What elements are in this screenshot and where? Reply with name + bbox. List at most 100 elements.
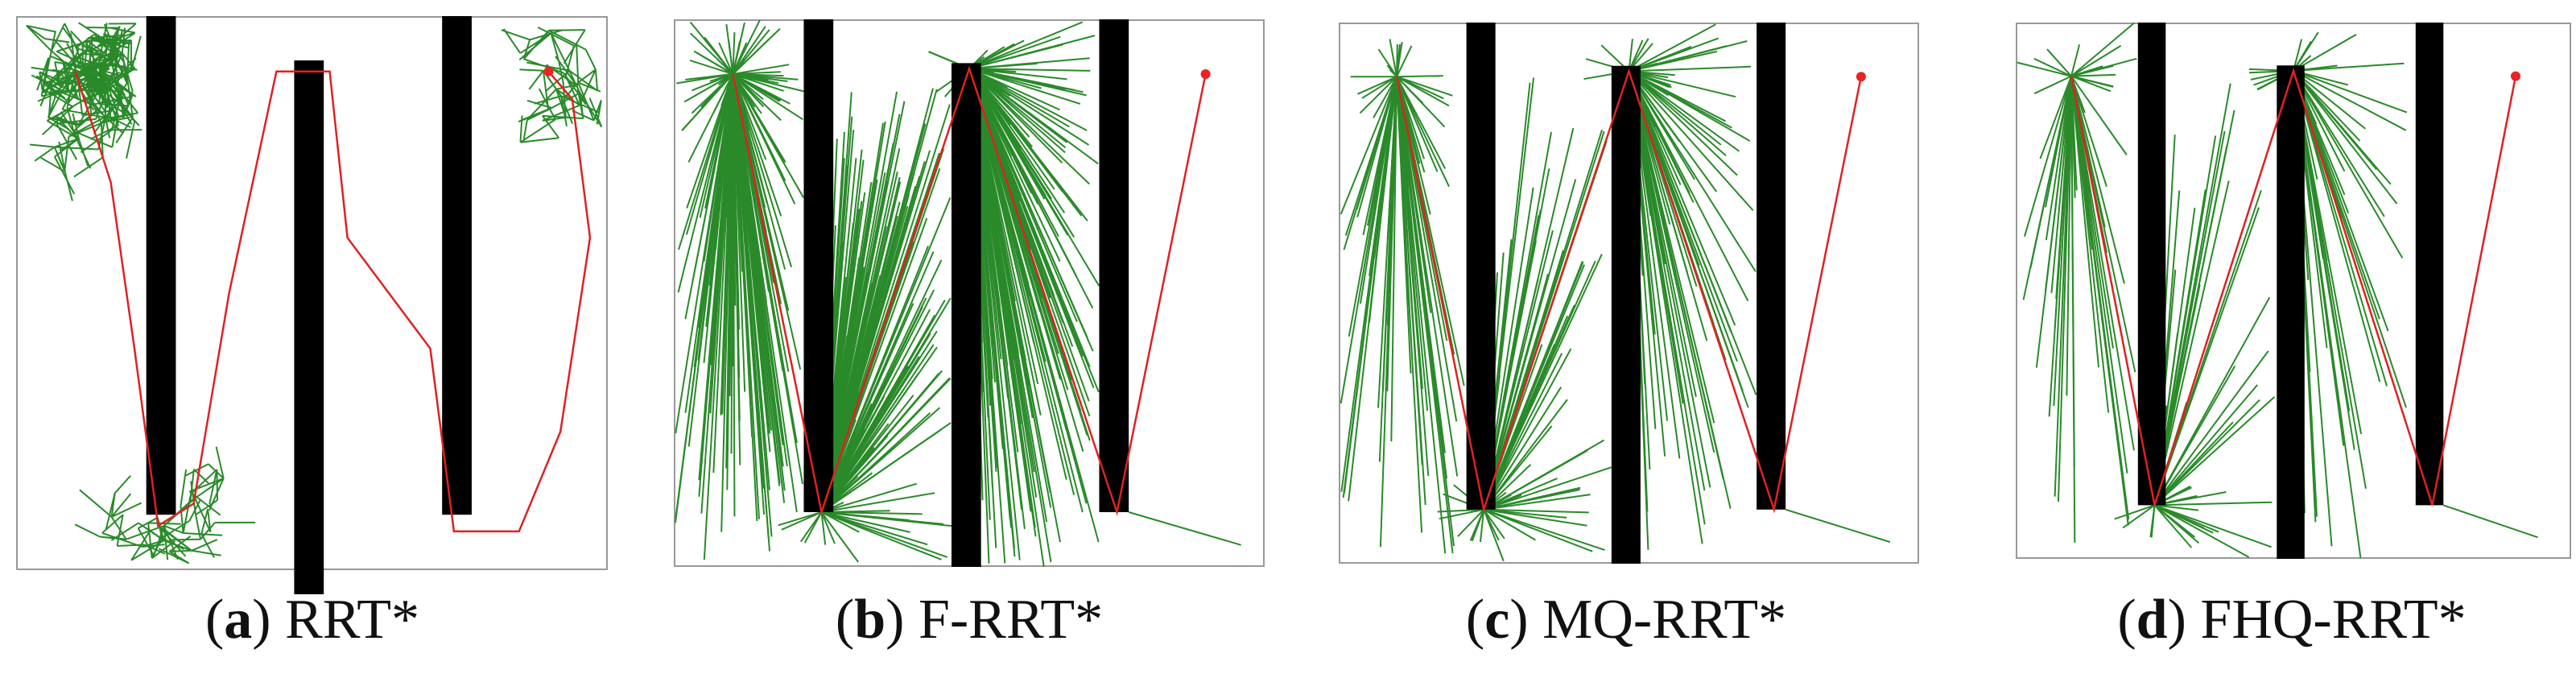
tree-edge	[63, 48, 89, 75]
tree-edge	[821, 511, 910, 533]
tree-edge	[522, 119, 528, 139]
tree-edge	[2153, 421, 2234, 507]
tree-edge	[731, 73, 734, 292]
obstacle	[1757, 23, 1786, 510]
tree-edge	[820, 428, 942, 513]
tree-edge	[106, 114, 131, 129]
tree-edge	[564, 76, 580, 106]
tree-edge	[2153, 504, 2196, 538]
tree-edge	[54, 61, 61, 85]
tree-edge	[2039, 76, 2072, 159]
tree-edge	[820, 346, 938, 513]
tree-edge	[584, 49, 597, 70]
caption-close: )	[886, 589, 919, 651]
tree-edge	[183, 531, 223, 536]
caption-title: F-RRT*	[918, 589, 1104, 651]
tree-edge	[52, 76, 80, 101]
tree-edge	[1396, 76, 1455, 547]
tree-edge	[1396, 76, 1424, 105]
tree-edge	[2045, 76, 2072, 241]
tree-edge	[2070, 44, 2122, 77]
tree-edge	[73, 55, 110, 70]
tree-edge	[2442, 504, 2538, 539]
tree-edge	[820, 511, 827, 545]
tree-edge	[2153, 504, 2193, 548]
tree-edge	[1484, 508, 1587, 527]
tree-edge	[26, 24, 56, 33]
tree-edge	[60, 111, 80, 141]
tree-edge	[733, 73, 784, 77]
obstacle	[2277, 65, 2305, 559]
tree-edge	[968, 68, 1078, 322]
tree-edge	[2293, 70, 2408, 114]
tree-edge	[99, 72, 118, 92]
tree-edge	[968, 68, 1084, 93]
tree-edge	[1396, 76, 1453, 97]
tree-edge	[50, 31, 56, 52]
tree-edge	[46, 120, 79, 140]
tree-edge	[558, 62, 565, 85]
tree-edge	[81, 44, 105, 54]
tree-edge	[1483, 387, 1563, 511]
caption: (b) F-RRT*	[836, 588, 1103, 652]
tree-edge	[191, 539, 218, 552]
tree-edge	[1396, 76, 1458, 422]
tree-edge	[2070, 75, 2112, 93]
tree-edge	[677, 73, 734, 293]
tree-edge	[84, 83, 118, 102]
tree-edge	[2293, 70, 2381, 382]
tree-edge	[1390, 76, 1398, 442]
tree-edge	[732, 41, 741, 75]
tree-edge	[195, 499, 218, 516]
tree-edge	[1386, 76, 1398, 326]
start-point	[543, 66, 554, 76]
tree-edge	[703, 73, 734, 560]
tree-edge	[215, 446, 225, 479]
tree-edge	[200, 508, 209, 535]
tree-edge	[29, 143, 55, 148]
tree-edge	[78, 76, 109, 92]
tree-edge	[576, 85, 584, 119]
tree-edge	[111, 502, 142, 518]
tree-edge	[523, 58, 564, 74]
tree-edge	[1628, 71, 1738, 362]
tree-edge	[110, 516, 127, 540]
tree-edge	[54, 138, 79, 148]
tree-edge	[126, 43, 130, 84]
tree-edge	[968, 68, 1063, 164]
tree-edge	[158, 548, 189, 564]
tree-edge	[147, 523, 153, 559]
tree-edge	[684, 73, 734, 413]
tree-edge	[2033, 75, 2072, 95]
tree-edge	[1483, 315, 1569, 511]
tree-edge	[577, 68, 597, 84]
tree-edge	[732, 73, 780, 102]
tree-edge	[689, 32, 734, 75]
tree-edge	[683, 73, 733, 103]
tree-edge	[1437, 508, 1484, 513]
tree-edge	[1483, 353, 1563, 511]
tree-edge	[1479, 509, 1485, 543]
caption-title: FHQ-RRT*	[2200, 589, 2467, 651]
tree-edge	[1483, 508, 1536, 541]
caption: (a) RRT*	[205, 588, 419, 652]
tree-edge	[799, 511, 823, 543]
tree-edge	[1469, 509, 1485, 541]
tree-edge	[718, 42, 734, 75]
tree-edge	[2154, 504, 2250, 558]
tree-edge	[1439, 508, 1484, 520]
tree-edge	[78, 140, 89, 167]
tree-edge	[126, 525, 165, 540]
tree-edge	[2070, 73, 2116, 77]
caption-letter: a	[224, 589, 253, 651]
tree-edge	[2293, 70, 2407, 131]
tree-edge	[110, 493, 132, 518]
tree-edge	[161, 519, 191, 539]
tree-edge	[74, 523, 101, 538]
tree-edge	[85, 39, 110, 57]
tree-edge	[1628, 71, 1711, 488]
tree-edge	[968, 68, 1055, 190]
obstacle	[1611, 65, 1641, 564]
tree-edge	[47, 79, 53, 118]
